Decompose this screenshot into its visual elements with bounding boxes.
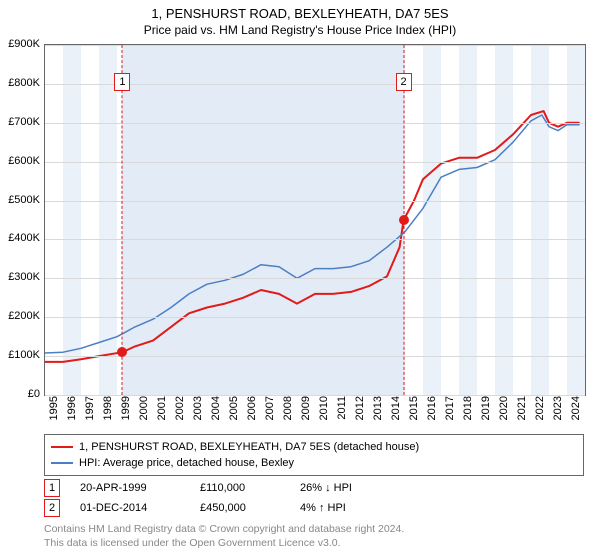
chart-plot-area: 12 bbox=[44, 44, 586, 396]
gridline bbox=[45, 201, 585, 202]
event-table-note: 26% ↓ HPI bbox=[300, 482, 400, 494]
x-axis-label: 2016 bbox=[426, 396, 438, 420]
x-axis-label: 2017 bbox=[444, 396, 456, 420]
event-table-idx: 2 bbox=[44, 499, 60, 517]
legend-box: 1, PENSHURST ROAD, BEXLEYHEATH, DA7 5ES … bbox=[44, 434, 584, 476]
event-table-row: 1 20-APR-1999 £110,000 26% ↓ HPI bbox=[44, 478, 400, 498]
chart-lines-svg bbox=[45, 45, 585, 395]
gridline bbox=[45, 239, 585, 240]
event-table-price: £450,000 bbox=[200, 502, 280, 514]
x-axis-label: 2005 bbox=[228, 396, 240, 420]
footer-attribution: Contains HM Land Registry data © Crown c… bbox=[44, 522, 404, 550]
y-axis-label: £500K bbox=[0, 194, 40, 206]
x-axis-label: 2002 bbox=[174, 396, 186, 420]
x-axis-label: 2023 bbox=[552, 396, 564, 420]
event-table-note: 4% ↑ HPI bbox=[300, 502, 400, 514]
x-axis-label: 1998 bbox=[102, 396, 114, 420]
x-axis-label: 2008 bbox=[282, 396, 294, 420]
chart-title: 1, PENSHURST ROAD, BEXLEYHEATH, DA7 5ES bbox=[0, 0, 600, 21]
legend-swatch bbox=[51, 462, 73, 464]
y-axis-label: £400K bbox=[0, 232, 40, 244]
gridline bbox=[45, 317, 585, 318]
event-table-idx: 1 bbox=[44, 479, 60, 497]
x-axis-label: 1996 bbox=[66, 396, 78, 420]
x-axis-label: 2019 bbox=[480, 396, 492, 420]
event-table-row: 2 01-DEC-2014 £450,000 4% ↑ HPI bbox=[44, 498, 400, 518]
event-marker-box: 1 bbox=[114, 73, 130, 91]
y-axis-label: £900K bbox=[0, 38, 40, 50]
event-table-date: 20-APR-1999 bbox=[80, 482, 180, 494]
x-axis-label: 2015 bbox=[408, 396, 420, 420]
gridline bbox=[45, 356, 585, 357]
x-axis-label: 2000 bbox=[138, 396, 150, 420]
legend-label: HPI: Average price, detached house, Bexl… bbox=[79, 455, 294, 471]
y-axis-label: £100K bbox=[0, 349, 40, 361]
x-axis-label: 2010 bbox=[318, 396, 330, 420]
event-marker-box: 2 bbox=[396, 73, 412, 91]
legend-row: 1, PENSHURST ROAD, BEXLEYHEATH, DA7 5ES … bbox=[51, 439, 577, 455]
event-table: 1 20-APR-1999 £110,000 26% ↓ HPI 2 01-DEC-201… bbox=[44, 478, 400, 518]
gridline bbox=[45, 45, 585, 46]
x-axis-label: 2024 bbox=[570, 396, 582, 420]
x-axis-label: 1999 bbox=[120, 396, 132, 420]
x-axis-label: 2003 bbox=[192, 396, 204, 420]
y-axis-label: £200K bbox=[0, 310, 40, 322]
event-marker-dot bbox=[399, 215, 409, 225]
gridline bbox=[45, 162, 585, 163]
x-axis-label: 1997 bbox=[84, 396, 96, 420]
x-axis-label: 1995 bbox=[48, 396, 60, 420]
gridline bbox=[45, 278, 585, 279]
footer-line-2: This data is licensed under the Open Gov… bbox=[44, 536, 404, 550]
legend-swatch bbox=[51, 446, 73, 448]
x-axis-label: 2018 bbox=[462, 396, 474, 420]
y-axis-label: £600K bbox=[0, 155, 40, 167]
x-axis-label: 2006 bbox=[246, 396, 258, 420]
event-marker-line bbox=[122, 45, 123, 395]
footer-line-1: Contains HM Land Registry data © Crown c… bbox=[44, 522, 404, 536]
y-axis-label: £0 bbox=[0, 388, 40, 400]
event-marker-dot bbox=[117, 347, 127, 357]
x-axis-label: 2013 bbox=[372, 396, 384, 420]
series-line-price_paid bbox=[45, 111, 580, 362]
x-axis-label: 2011 bbox=[336, 396, 348, 420]
x-axis-label: 2014 bbox=[390, 396, 402, 420]
event-table-price: £110,000 bbox=[200, 482, 280, 494]
y-axis-label: £300K bbox=[0, 271, 40, 283]
x-axis-label: 2020 bbox=[498, 396, 510, 420]
x-axis-label: 2022 bbox=[534, 396, 546, 420]
x-axis-label: 2012 bbox=[354, 396, 366, 420]
x-axis-label: 2021 bbox=[516, 396, 528, 420]
x-axis-label: 2007 bbox=[264, 396, 276, 420]
x-axis-label: 2001 bbox=[156, 396, 168, 420]
legend-label: 1, PENSHURST ROAD, BEXLEYHEATH, DA7 5ES … bbox=[79, 439, 419, 455]
y-axis-label: £800K bbox=[0, 77, 40, 89]
gridline bbox=[45, 123, 585, 124]
x-axis-label: 2004 bbox=[210, 396, 222, 420]
chart-subtitle: Price paid vs. HM Land Registry's House … bbox=[0, 21, 600, 41]
y-axis-label: £700K bbox=[0, 116, 40, 128]
x-axis-label: 2009 bbox=[300, 396, 312, 420]
event-table-date: 01-DEC-2014 bbox=[80, 502, 180, 514]
legend-row: HPI: Average price, detached house, Bexl… bbox=[51, 455, 577, 471]
